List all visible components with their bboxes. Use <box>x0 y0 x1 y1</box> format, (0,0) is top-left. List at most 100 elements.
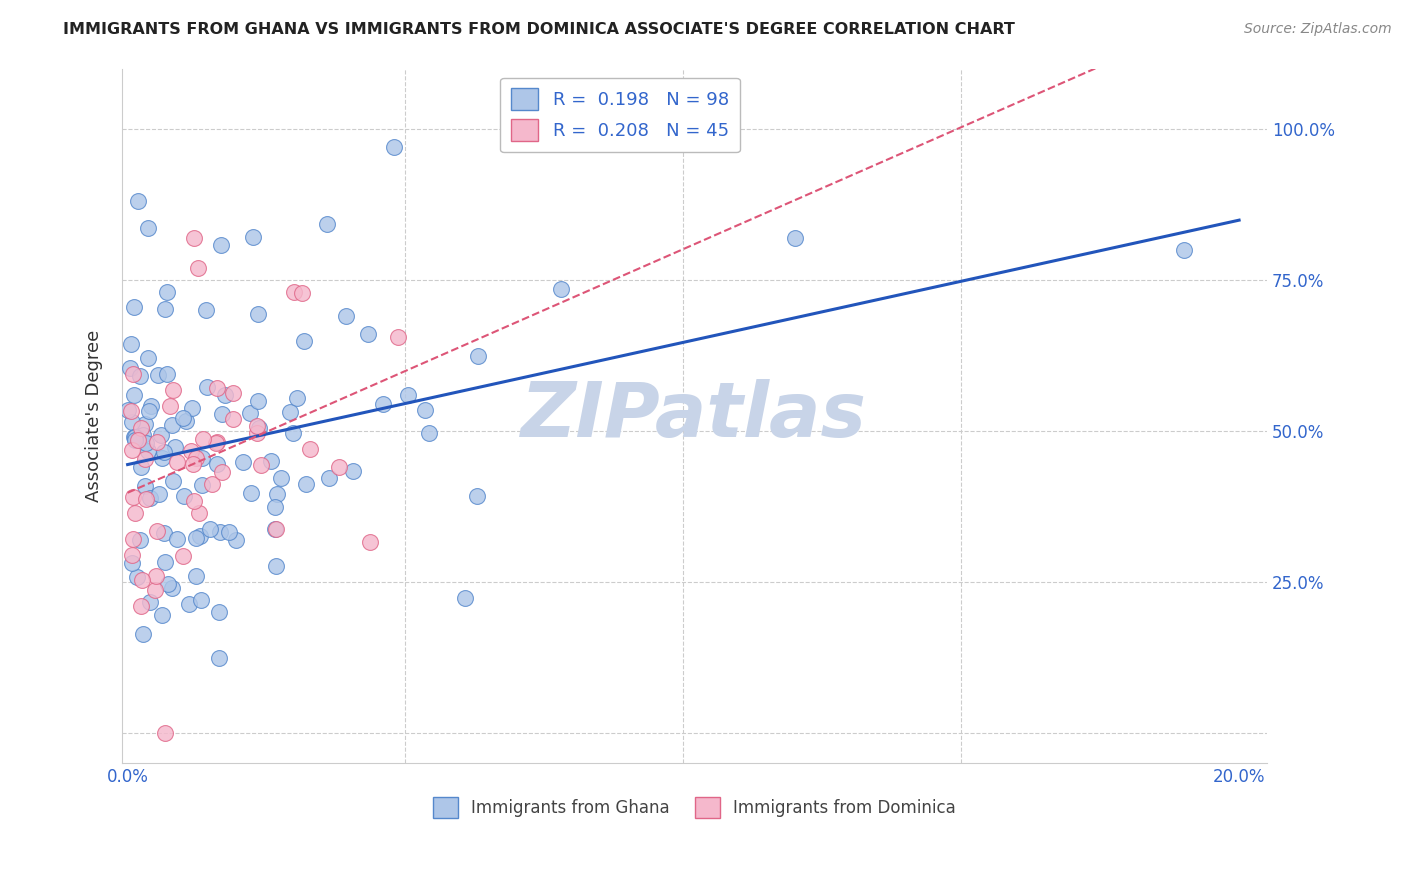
Point <box>242 230 264 244</box>
Point <box>122 532 145 546</box>
Point <box>328 460 350 475</box>
Point <box>247 421 270 435</box>
Point <box>281 426 304 441</box>
Point <box>467 349 489 363</box>
Point <box>129 533 152 547</box>
Point <box>136 221 159 235</box>
Point <box>211 465 233 479</box>
Point <box>184 569 207 583</box>
Point <box>129 368 152 383</box>
Point <box>266 487 288 501</box>
Point <box>173 489 195 503</box>
Point <box>418 426 440 441</box>
Point <box>188 506 211 520</box>
Point <box>550 283 572 297</box>
Point <box>148 486 170 500</box>
Point <box>145 569 167 583</box>
Point <box>387 329 409 343</box>
Point <box>172 549 194 563</box>
Point <box>188 529 211 543</box>
Point <box>124 433 146 447</box>
Point <box>139 595 162 609</box>
Point <box>371 397 394 411</box>
Point <box>239 486 262 500</box>
Point <box>208 651 231 665</box>
Point <box>160 418 183 433</box>
Point <box>239 406 262 420</box>
Point <box>143 583 166 598</box>
Point <box>382 140 405 154</box>
Point <box>191 478 214 492</box>
Point <box>166 532 188 546</box>
Point <box>153 445 176 459</box>
Point <box>156 577 179 591</box>
Point <box>270 471 292 485</box>
Point <box>131 574 153 588</box>
Point <box>315 218 337 232</box>
Point <box>124 506 146 520</box>
Point <box>134 479 156 493</box>
Point <box>121 556 143 570</box>
Point <box>232 455 254 469</box>
Point <box>166 455 188 469</box>
Text: ZIPatlas: ZIPatlas <box>522 379 868 453</box>
Point <box>159 399 181 413</box>
Point <box>146 524 169 539</box>
Point <box>129 599 152 614</box>
Point <box>160 581 183 595</box>
Point <box>194 302 217 317</box>
Point <box>181 457 204 471</box>
Point <box>162 383 184 397</box>
Point <box>122 301 145 315</box>
Point <box>335 310 357 324</box>
Point <box>396 388 419 402</box>
Text: IMMIGRANTS FROM GHANA VS IMMIGRANTS FROM DOMINICA ASSOCIATE'S DEGREE CORRELATION: IMMIGRANTS FROM GHANA VS IMMIGRANTS FROM… <box>63 22 1015 37</box>
Point <box>204 435 226 450</box>
Point <box>207 457 229 471</box>
Point <box>342 464 364 478</box>
Point <box>190 592 212 607</box>
Point <box>145 434 167 449</box>
Point <box>121 548 143 562</box>
Point <box>136 444 159 458</box>
Point <box>125 570 148 584</box>
Point <box>121 443 143 458</box>
Point <box>359 534 381 549</box>
Point <box>122 387 145 401</box>
Point <box>162 475 184 489</box>
Point <box>209 238 232 252</box>
Point <box>127 433 149 447</box>
Point <box>465 490 488 504</box>
Point <box>222 386 245 401</box>
Point <box>783 230 806 244</box>
Point <box>184 532 207 546</box>
Point <box>291 285 314 300</box>
Point <box>208 525 231 540</box>
Point <box>247 394 270 409</box>
Point <box>249 458 271 472</box>
Point <box>264 500 287 514</box>
Point <box>264 522 287 536</box>
Point <box>186 450 208 465</box>
Point <box>190 451 212 466</box>
Point <box>278 404 301 418</box>
Point <box>1173 243 1195 257</box>
Point <box>163 440 186 454</box>
Point <box>172 410 194 425</box>
Point <box>177 597 200 611</box>
Point <box>285 391 308 405</box>
Point <box>247 308 270 322</box>
Point <box>195 379 218 393</box>
Point <box>131 428 153 442</box>
Point <box>246 418 269 433</box>
Point <box>121 490 143 504</box>
Point <box>211 407 233 421</box>
Point <box>222 411 245 425</box>
Point <box>127 194 149 209</box>
Point <box>134 417 156 432</box>
Point <box>156 367 179 381</box>
Point <box>153 526 176 541</box>
Point <box>205 435 228 450</box>
Point <box>357 327 380 342</box>
Point <box>124 430 146 444</box>
